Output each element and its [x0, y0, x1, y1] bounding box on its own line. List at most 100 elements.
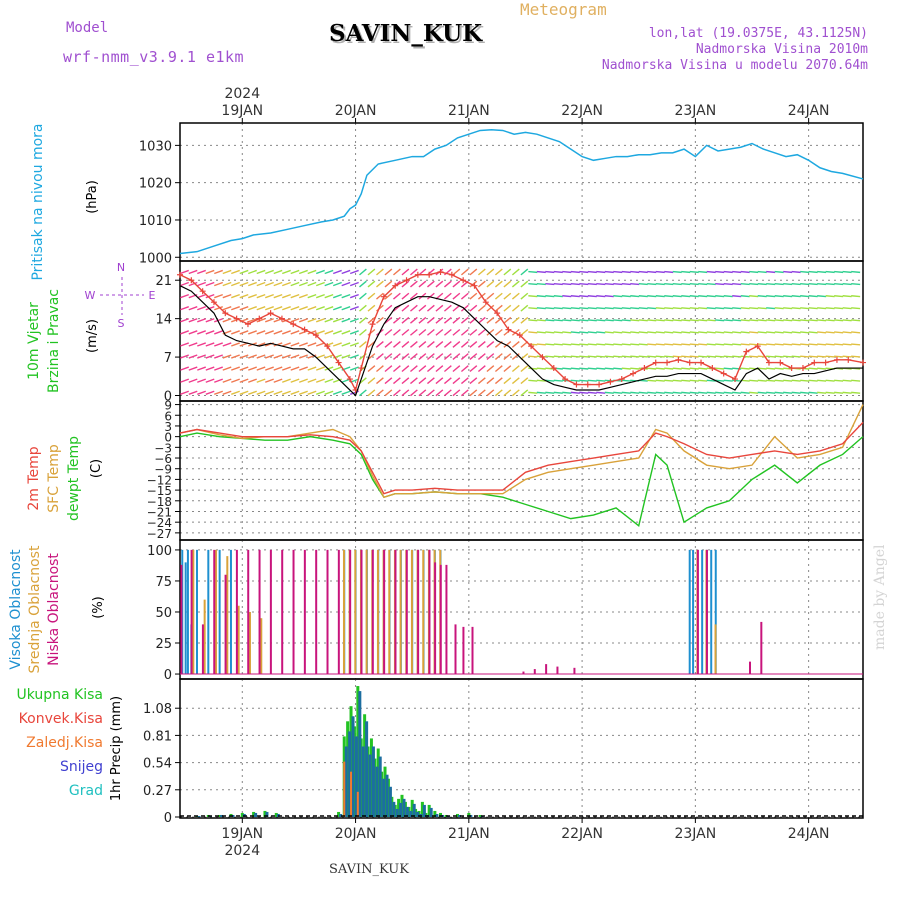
wind-arrow	[604, 367, 614, 370]
x-day-label-bottom: 23JAN	[674, 826, 716, 842]
wind-arrow	[749, 343, 759, 346]
wind-arrow	[307, 269, 317, 275]
wind-arrow	[443, 328, 452, 336]
wind-arrow	[349, 269, 359, 275]
wind-arrow	[180, 306, 189, 311]
wind-arrow	[520, 280, 529, 288]
wind-arrow	[570, 391, 580, 394]
wind-arrow	[315, 366, 325, 371]
wind-axis-label-2: Brzina i Pravac	[46, 289, 62, 393]
wind-arrow	[222, 281, 232, 287]
wind-arrow	[332, 390, 342, 395]
y-tick-label: −18	[147, 495, 172, 509]
wind-arrow	[587, 307, 597, 310]
y-tick-label: 1.08	[143, 702, 172, 717]
gust-marker	[573, 381, 580, 388]
wind-arrow	[393, 389, 401, 397]
wind-arrow	[604, 319, 614, 322]
wind-arrow	[426, 353, 435, 360]
wind-arrow	[647, 355, 657, 358]
wind-arrow	[587, 331, 597, 334]
wind-arrow	[435, 377, 444, 385]
gust-marker	[833, 356, 840, 363]
wind-arrow	[197, 318, 206, 323]
wind-arrow	[452, 304, 461, 312]
precip-bar	[350, 771, 353, 817]
wind-arrow	[579, 331, 589, 334]
wind-arrow	[511, 316, 520, 324]
wind-arrow	[587, 295, 597, 298]
wind-arrow	[494, 365, 503, 373]
wind-arrow	[376, 292, 384, 300]
wind-arrow	[562, 270, 572, 274]
wind-arrow	[426, 377, 435, 385]
wind-arrow	[376, 353, 384, 360]
wind-arrow	[791, 319, 801, 322]
gust-marker	[732, 376, 739, 383]
wind-arrow	[435, 353, 444, 360]
gust-marker	[482, 299, 489, 306]
wind-arrow	[638, 391, 648, 394]
wind-arrow	[706, 270, 716, 274]
x-day-label-top: 21JAN	[448, 103, 490, 119]
wind-arrow	[384, 292, 393, 300]
wind-arrow	[596, 355, 606, 358]
wind-arrow	[256, 354, 266, 359]
wind-arrow	[376, 280, 384, 288]
wind-arrow	[290, 318, 300, 323]
wind-arrow	[851, 331, 861, 334]
wind-arrow	[503, 280, 512, 288]
wind-arrow	[298, 306, 308, 311]
wind-arrow	[613, 270, 623, 274]
wind-arrow	[180, 293, 189, 299]
wind-arrow	[808, 282, 818, 286]
wind-arrow	[791, 307, 801, 310]
wind-arrow	[791, 295, 801, 298]
wind-arrow	[401, 341, 410, 348]
precip-bar	[385, 774, 389, 817]
wind-arrow	[452, 328, 461, 336]
precip-bar	[218, 814, 222, 817]
wind-arrow	[817, 331, 827, 334]
wind-arrow	[681, 343, 691, 346]
wind-arrow	[511, 341, 520, 348]
precip-bar	[356, 791, 359, 817]
wind-arrow	[621, 331, 631, 334]
wind-arrow	[393, 341, 401, 348]
wind-arrow	[655, 270, 665, 274]
meteogram-label: Meteogram	[520, 0, 607, 19]
wind-arrow	[265, 281, 274, 287]
wind-arrow	[749, 295, 759, 298]
precip-bar	[197, 815, 201, 817]
wind-arrow	[732, 343, 742, 346]
gust-marker	[256, 315, 263, 322]
wind-arrow	[214, 281, 223, 287]
wind-arrow	[231, 342, 240, 347]
precip-bar	[395, 808, 399, 817]
y-tick-label: 14	[155, 313, 172, 328]
wind-arrow	[324, 378, 334, 383]
wind-arrow	[706, 282, 716, 286]
wind-arrow	[205, 281, 215, 287]
wind-arrow	[290, 269, 300, 275]
wind-arrow	[197, 390, 206, 395]
wind-arrow	[231, 366, 240, 371]
wind-arrow	[698, 295, 708, 298]
wind-dir-east: E	[149, 289, 156, 302]
wind-arrow	[791, 355, 801, 358]
wind-arrow	[553, 319, 563, 322]
wind-arrow	[239, 281, 249, 287]
wind-arrow	[367, 292, 376, 300]
wind-arrow	[341, 306, 351, 311]
wind-arrow	[494, 377, 503, 385]
wind-arrow	[732, 307, 742, 310]
wind-arrow	[647, 367, 657, 370]
wind-arrow	[766, 270, 776, 274]
wind-arrow	[604, 282, 614, 286]
wind-arrow	[384, 377, 393, 385]
wind-arrow	[842, 343, 852, 346]
precip-bar	[375, 766, 379, 817]
wind-arrow	[298, 330, 308, 335]
wind-arrow	[749, 355, 759, 358]
wind-arrow	[197, 330, 206, 335]
